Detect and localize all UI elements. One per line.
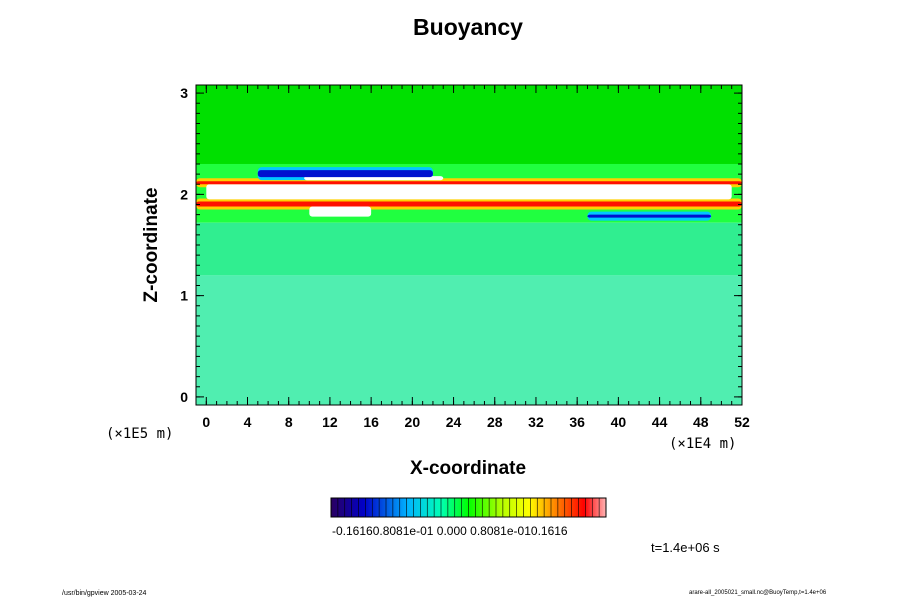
x-tick-label: 44 <box>652 414 668 430</box>
colorbar-label: 0.1616 <box>530 524 568 538</box>
x-tick-label: 24 <box>446 414 462 430</box>
colorbar-label: 0.8081e-01 <box>372 524 434 538</box>
colorbar-label: 0.000 <box>436 524 467 538</box>
x-tick-label: 48 <box>693 414 709 430</box>
footer-left: /usr/bin/gpview 2005-03-24 <box>62 590 147 597</box>
buoyancy-field <box>196 85 742 405</box>
x-tick-label: 40 <box>611 414 627 430</box>
field-band <box>196 85 742 164</box>
field-band <box>196 275 742 405</box>
field-feature <box>196 201 742 207</box>
y-tick-label: 2 <box>180 186 188 202</box>
x-tick-label: 20 <box>405 414 421 430</box>
field-feature <box>257 170 433 178</box>
x-tick-label: 32 <box>528 414 544 430</box>
field-feature <box>587 214 712 218</box>
z-unit-label: (×1E5 m) <box>106 426 174 442</box>
x-tick-label: 16 <box>363 414 379 430</box>
colorbar-frame <box>330 497 607 518</box>
colorbar-label: 0.8081e-01 <box>470 524 531 538</box>
field-feature <box>206 184 732 200</box>
field-feature <box>196 181 742 185</box>
colorbar-labels: -0.16160.8081e-01 0.000 0.8081e-010.1616 <box>332 524 568 538</box>
field-band <box>196 222 742 276</box>
x-tick-label: 28 <box>487 414 503 430</box>
y-axis-label: Z-coordinate <box>141 187 162 303</box>
field-feature <box>309 206 372 217</box>
colorbar-label: -0.1616 <box>332 524 373 538</box>
y-tick-label: 3 <box>180 85 188 101</box>
x-tick-label: 12 <box>322 414 338 430</box>
x-tick-label: 0 <box>202 414 210 430</box>
x-tick-label: 52 <box>734 414 750 430</box>
y-tick-label: 1 <box>180 288 188 304</box>
x-tick-label: 8 <box>285 414 293 430</box>
x-tick-label: 4 <box>244 414 252 430</box>
x-tick-label: 36 <box>569 414 585 430</box>
x-axis-label: X-coordinate <box>409 458 527 479</box>
time-label: t=1.4e+06 s <box>651 540 720 555</box>
y-tick-label: 0 <box>180 389 188 405</box>
x-unit-label: (×1E4 m) <box>669 436 737 452</box>
chart-title: Buoyancy <box>413 14 523 40</box>
footer-right: arare-all_2005021_small.nc@BuoyTemp,t=1.… <box>689 590 827 596</box>
